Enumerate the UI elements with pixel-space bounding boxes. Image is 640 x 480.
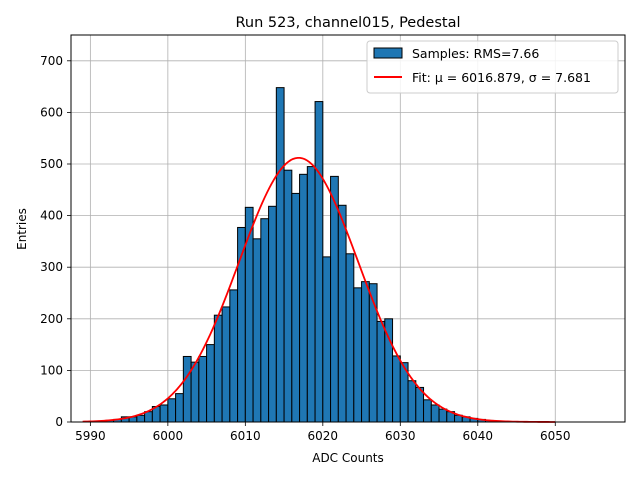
histogram-bar <box>368 283 378 423</box>
histogram-bar <box>330 175 339 423</box>
legend-swatch-samples <box>373 47 403 59</box>
histogram-bar <box>213 314 223 423</box>
histogram-bar <box>190 361 200 423</box>
histogram-bar <box>423 399 432 423</box>
x-axis-label: ADC Counts <box>312 451 384 465</box>
histogram-bar <box>175 393 184 423</box>
x-tick-label: 6000 <box>153 429 184 443</box>
histogram-bar <box>144 411 153 423</box>
histogram-bar <box>206 344 215 423</box>
histogram-bar <box>221 306 231 423</box>
y-tick-label: 100 <box>40 363 63 377</box>
histogram-bar <box>159 404 169 423</box>
y-axis-label: Entries <box>15 208 29 250</box>
histogram-bar <box>198 355 208 423</box>
x-tick-label: 6030 <box>385 429 416 443</box>
histogram-bar <box>438 408 448 423</box>
grid <box>71 35 625 423</box>
y-tick-label: 700 <box>40 54 63 68</box>
histogram-bar <box>260 218 270 423</box>
histogram-bar <box>229 289 239 423</box>
y-tick-label: 500 <box>40 157 63 171</box>
y-tick-label: 200 <box>40 312 63 326</box>
axis-ticks: 5990 6000 6010 6020 6030 6040 6050 0 100 200 300 40… <box>40 54 570 443</box>
chart-title: Run 523, channel015, Pedestal <box>235 15 460 31</box>
histogram-bar <box>252 238 262 423</box>
histogram-bar <box>275 87 285 423</box>
histogram-bar <box>345 253 355 423</box>
histogram-bar <box>353 287 363 423</box>
histogram-bar <box>322 256 332 423</box>
x-tick-label: 5990 <box>75 429 106 443</box>
legend-label-fit: Fit: μ = 6016.879, σ = 7.681 <box>412 70 591 85</box>
y-tick-label: 400 <box>40 209 63 223</box>
x-tick-label: 6050 <box>540 429 571 443</box>
histogram-bar <box>407 380 417 423</box>
histogram-bar <box>361 281 370 423</box>
legend-label-samples: Samples: RMS=7.66 <box>412 46 539 61</box>
histogram-bar <box>167 398 177 423</box>
fit-curve <box>82 156 556 423</box>
x-tick-label: 6020 <box>308 429 339 443</box>
histogram-bar <box>283 169 293 423</box>
fit-curve-group <box>82 156 556 423</box>
histogram-bar <box>268 205 277 423</box>
x-tick-label: 6010 <box>230 429 261 443</box>
histogram-bar <box>299 173 308 423</box>
y-tick-label: 300 <box>40 260 63 274</box>
x-tick-label: 6040 <box>463 429 494 443</box>
plot-frame <box>70 34 626 423</box>
legend-box <box>366 40 619 94</box>
histogram-bar <box>384 318 394 423</box>
histogram-bar <box>306 166 316 423</box>
histogram-bars <box>97 87 510 423</box>
histogram-bar <box>376 320 386 423</box>
histogram-bar <box>337 204 347 423</box>
histogram-bar <box>392 355 401 423</box>
y-tick-label: 600 <box>40 105 63 119</box>
histogram-bar <box>314 101 324 423</box>
histogram-bar <box>136 414 146 423</box>
y-tick-label: 0 <box>55 415 63 429</box>
legend: Samples: RMS=7.66 Fit: μ = 6016.879, σ =… <box>366 40 619 94</box>
histogram-bar <box>182 355 192 423</box>
histogram-bar <box>291 192 301 423</box>
histogram-bar <box>430 404 440 423</box>
